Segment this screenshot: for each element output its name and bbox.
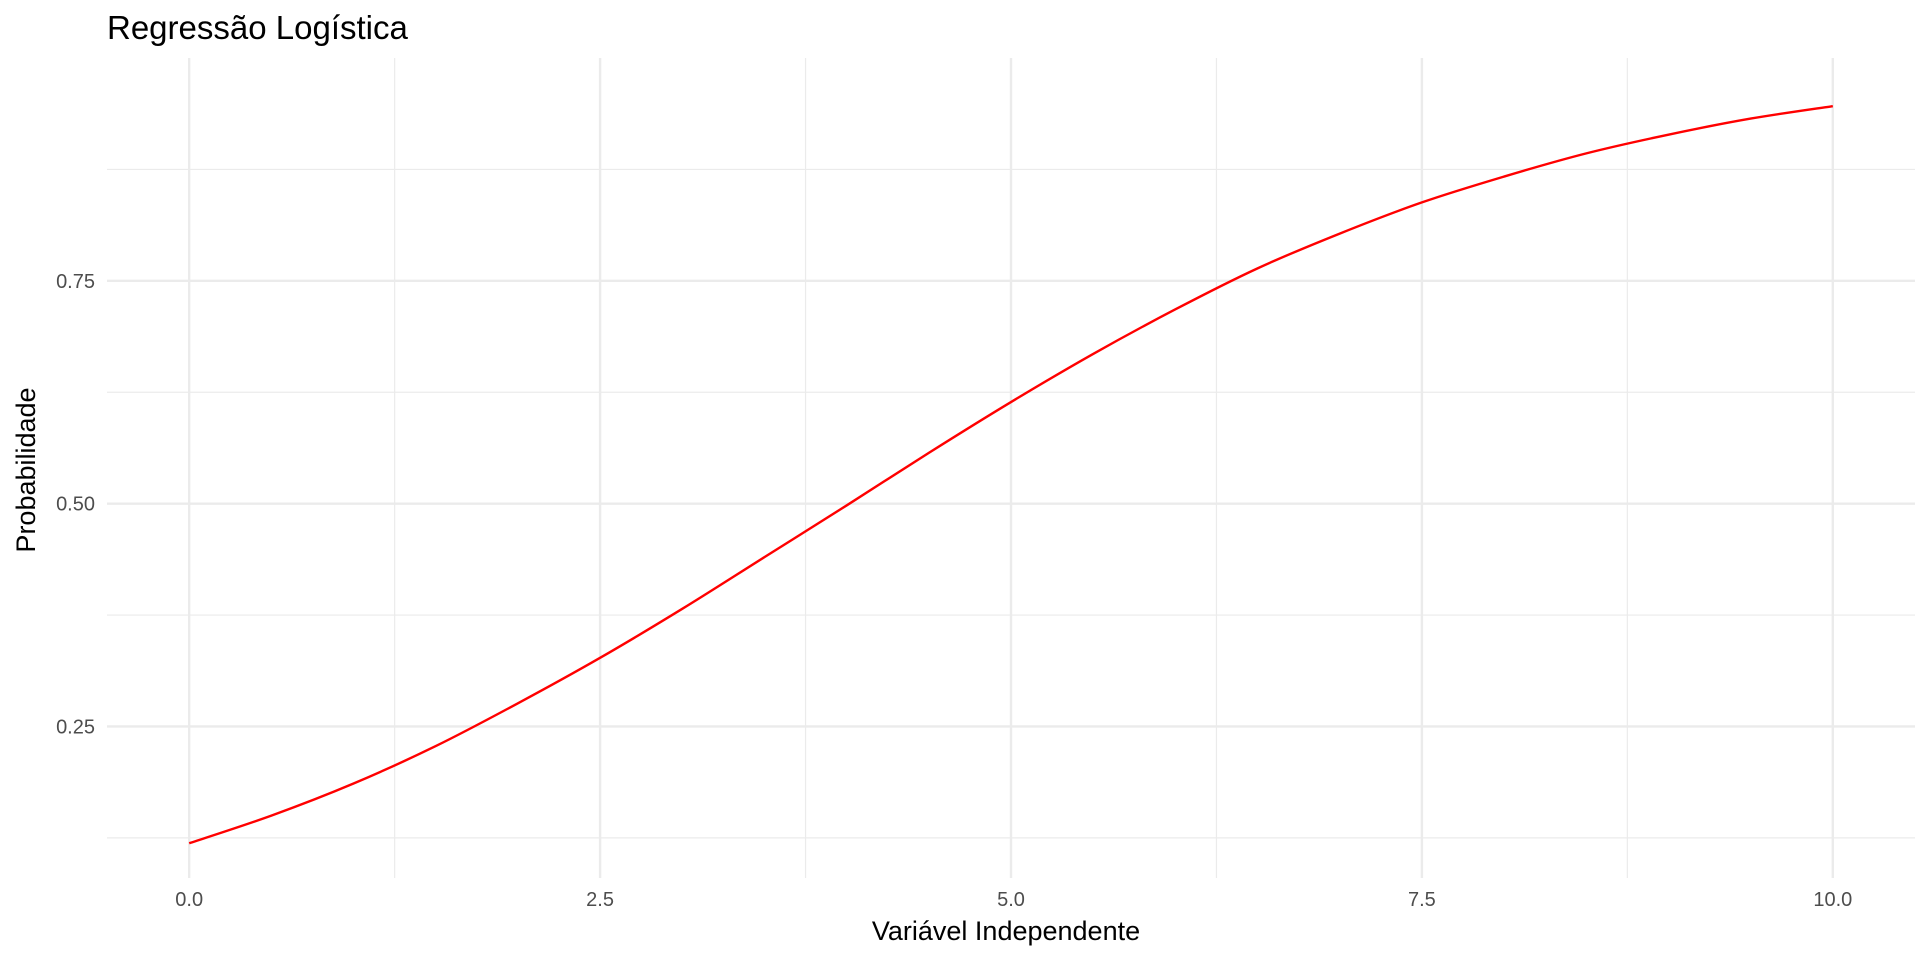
x-tick-label: 2.5 xyxy=(586,889,614,911)
x-axis-title: Variável Independente xyxy=(872,916,1140,946)
series-line xyxy=(188,104,1834,845)
x-tick-label: 0.0 xyxy=(175,889,203,911)
x-tick-label: 10.0 xyxy=(1813,889,1852,911)
series-layer xyxy=(188,104,1834,845)
x-tick-label: 7.5 xyxy=(1408,889,1436,911)
y-axis-tick-labels: 0.25 0.50 0.75 xyxy=(56,271,95,739)
major-gridlines xyxy=(107,58,1915,878)
x-axis-tick-labels: 0.0 2.5 5.0 7.5 10.0 xyxy=(175,889,1852,911)
chart-title: Regressão Logística xyxy=(107,9,408,46)
y-tick-label: 0.50 xyxy=(56,494,95,516)
y-tick-label: 0.75 xyxy=(56,271,95,293)
y-tick-label: 0.25 xyxy=(56,716,95,738)
x-tick-label: 5.0 xyxy=(997,889,1025,911)
y-axis-title: Probabilidade xyxy=(11,387,41,552)
